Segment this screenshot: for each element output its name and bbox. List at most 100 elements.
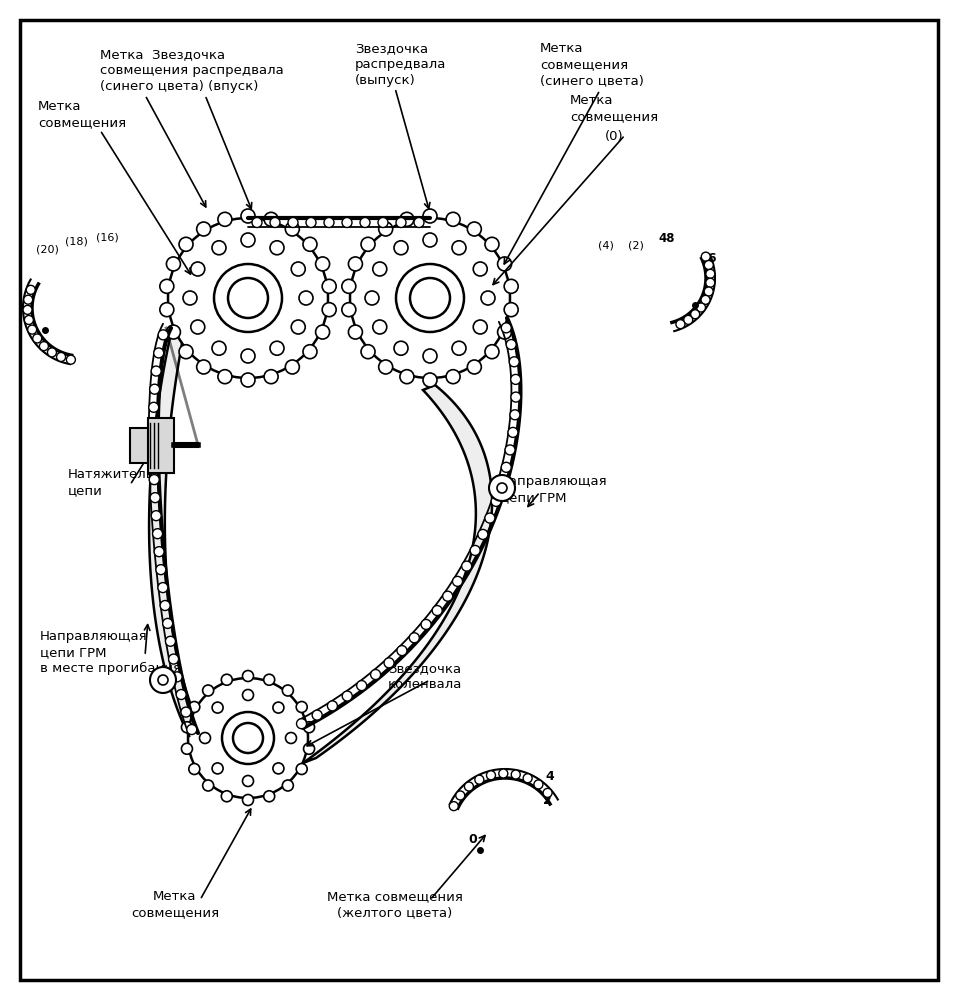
- Circle shape: [303, 237, 317, 252]
- Circle shape: [151, 511, 161, 521]
- Circle shape: [468, 222, 481, 236]
- Circle shape: [487, 771, 495, 780]
- Circle shape: [504, 303, 518, 317]
- Circle shape: [163, 618, 172, 628]
- Circle shape: [149, 384, 160, 394]
- Text: 0: 0: [468, 833, 477, 846]
- Circle shape: [222, 712, 274, 764]
- Circle shape: [189, 764, 200, 775]
- Circle shape: [241, 349, 255, 363]
- Circle shape: [505, 445, 515, 455]
- Circle shape: [423, 209, 437, 223]
- Circle shape: [168, 218, 328, 378]
- Text: цепи ГРМ: цепи ГРМ: [40, 646, 106, 659]
- Circle shape: [511, 392, 521, 402]
- Circle shape: [156, 565, 166, 575]
- Text: Метка совмещения: Метка совмещения: [327, 890, 463, 903]
- Circle shape: [468, 360, 481, 374]
- Circle shape: [299, 291, 313, 305]
- Circle shape: [241, 373, 255, 387]
- Circle shape: [283, 685, 293, 696]
- Circle shape: [242, 776, 254, 787]
- Circle shape: [378, 222, 393, 236]
- Circle shape: [150, 493, 160, 503]
- Text: Направляющая: Направляющая: [500, 475, 607, 488]
- Text: (2): (2): [628, 240, 644, 250]
- Circle shape: [221, 791, 232, 802]
- Circle shape: [241, 209, 255, 223]
- Bar: [148, 418, 174, 473]
- Circle shape: [48, 348, 57, 357]
- Text: Метка: Метка: [540, 42, 583, 55]
- Circle shape: [423, 233, 437, 247]
- Circle shape: [676, 320, 685, 329]
- Circle shape: [203, 685, 214, 696]
- Circle shape: [394, 240, 408, 255]
- Circle shape: [491, 496, 501, 506]
- Circle shape: [181, 707, 191, 717]
- Text: Натяжитель: Натяжитель: [68, 468, 154, 481]
- Text: совмещения: совмещения: [540, 58, 628, 71]
- Circle shape: [511, 375, 521, 385]
- Text: совмещения: совмещения: [131, 906, 219, 919]
- Circle shape: [365, 291, 379, 305]
- Circle shape: [270, 342, 284, 356]
- Circle shape: [291, 320, 306, 334]
- Circle shape: [361, 345, 375, 359]
- Circle shape: [446, 212, 460, 226]
- Text: (18): (18): [65, 236, 88, 246]
- Circle shape: [470, 545, 480, 555]
- Circle shape: [423, 373, 437, 387]
- Circle shape: [409, 633, 420, 642]
- Text: в месте прогибания: в месте прогибания: [40, 662, 181, 675]
- Circle shape: [378, 217, 388, 227]
- Circle shape: [378, 360, 393, 374]
- Circle shape: [350, 218, 510, 378]
- Circle shape: [501, 323, 512, 333]
- Circle shape: [512, 770, 520, 779]
- Circle shape: [452, 342, 466, 356]
- Text: Метка  Звездочка: Метка Звездочка: [100, 48, 225, 61]
- Circle shape: [485, 345, 499, 359]
- Circle shape: [270, 240, 284, 255]
- Text: Направляющая: Направляющая: [40, 630, 148, 643]
- Circle shape: [706, 279, 715, 288]
- Circle shape: [396, 264, 464, 332]
- Circle shape: [285, 732, 296, 743]
- Circle shape: [167, 257, 180, 271]
- Circle shape: [263, 674, 275, 685]
- Circle shape: [701, 253, 710, 262]
- Text: (4): (4): [598, 240, 614, 250]
- Circle shape: [189, 701, 200, 712]
- Circle shape: [342, 303, 355, 317]
- Circle shape: [158, 582, 168, 592]
- Circle shape: [414, 217, 424, 227]
- Circle shape: [297, 718, 307, 728]
- Circle shape: [497, 257, 512, 271]
- Circle shape: [150, 667, 176, 693]
- Circle shape: [475, 776, 484, 785]
- Circle shape: [172, 672, 182, 681]
- Text: цепи: цепи: [68, 484, 103, 497]
- Circle shape: [373, 262, 387, 276]
- Circle shape: [181, 721, 193, 732]
- Circle shape: [349, 257, 362, 271]
- Circle shape: [373, 320, 387, 334]
- Text: (синего цвета) (впуск): (синего цвета) (впуск): [100, 80, 259, 93]
- Circle shape: [701, 296, 710, 305]
- Circle shape: [285, 360, 299, 374]
- Circle shape: [497, 325, 512, 339]
- Text: (выпуск): (выпуск): [355, 74, 416, 87]
- Circle shape: [485, 237, 499, 252]
- Circle shape: [452, 240, 466, 255]
- Circle shape: [324, 217, 334, 227]
- Circle shape: [285, 222, 299, 236]
- Text: 4: 4: [545, 770, 554, 783]
- Circle shape: [396, 217, 406, 227]
- Circle shape: [221, 674, 232, 685]
- Circle shape: [23, 306, 32, 315]
- Circle shape: [465, 782, 473, 791]
- Circle shape: [148, 403, 159, 412]
- Circle shape: [24, 296, 33, 305]
- Circle shape: [322, 280, 336, 294]
